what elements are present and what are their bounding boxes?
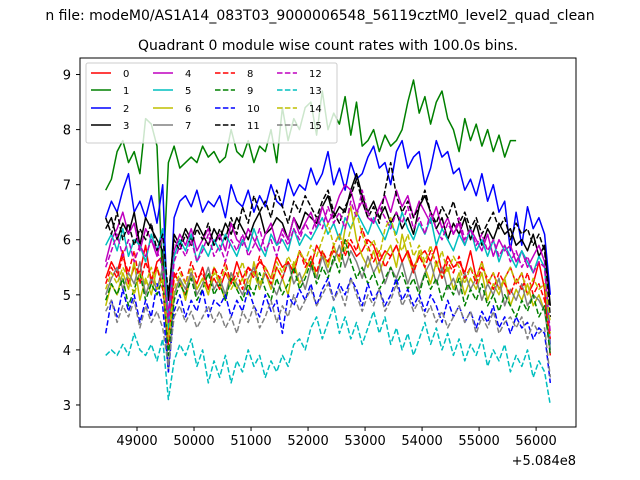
legend-label-11: 11	[247, 121, 260, 132]
series-5-line	[105, 211, 552, 350]
x-offset-text: +5.084e8	[512, 454, 576, 469]
x-tick-label: 51000	[230, 434, 271, 449]
x-tick-label: 56000	[515, 434, 556, 449]
y-tick-label: 6	[63, 234, 71, 249]
y-tick-label: 9	[63, 69, 71, 84]
x-tick-label: 50000	[173, 434, 214, 449]
y-tick-label: 5	[63, 289, 71, 304]
legend-label-8: 8	[247, 69, 253, 80]
legend-label-5: 5	[185, 86, 191, 97]
chart-title: Quadrant 0 module wise count rates with …	[138, 38, 518, 54]
legend-label-6: 6	[185, 104, 191, 115]
series-11-line	[104, 161, 552, 317]
x-tick-label: 52000	[287, 434, 328, 449]
series-8-line	[104, 227, 552, 346]
series-12-line	[104, 189, 552, 334]
legend-label-15: 15	[309, 121, 322, 132]
legend-label-3: 3	[123, 121, 129, 132]
y-tick-label: 4	[63, 344, 71, 359]
x-axis: 49000 50000 51000 52000 53000 54000 55000 56000	[116, 427, 557, 449]
legend-label-1: 1	[123, 86, 129, 97]
legend-label-4: 4	[185, 69, 191, 80]
y-tick-label: 3	[63, 399, 71, 414]
y-axis: 3 4 5 6 7 8 9	[63, 69, 80, 414]
legend-label-14: 14	[309, 104, 322, 115]
y-tick-label: 8	[63, 124, 71, 139]
legend-label-10: 10	[247, 104, 260, 115]
legend-label-12: 12	[309, 69, 322, 80]
series-2-line	[104, 139, 552, 335]
series-15-line	[105, 277, 552, 378]
series-layer	[104, 79, 552, 406]
series-13-line	[105, 305, 552, 406]
legend-label-0: 0	[123, 69, 129, 80]
axes-frame	[79, 57, 577, 428]
suptitle: n file: modeM0/AS1A14_083T03_9000006548_…	[45, 8, 594, 24]
x-tick-label: 53000	[344, 434, 385, 449]
legend-frame	[85, 62, 338, 144]
x-tick-label: 54000	[401, 434, 442, 449]
series-14-line	[104, 211, 552, 340]
x-tick-label: 55000	[458, 434, 499, 449]
legend-label-13: 13	[309, 86, 322, 97]
y-tick-label: 7	[63, 179, 71, 194]
x-tick-label: 49000	[116, 434, 157, 449]
legend-label-9: 9	[247, 86, 253, 97]
series-10-line	[104, 277, 552, 383]
legend-label-2: 2	[123, 104, 129, 115]
legend-label-7: 7	[185, 121, 191, 132]
